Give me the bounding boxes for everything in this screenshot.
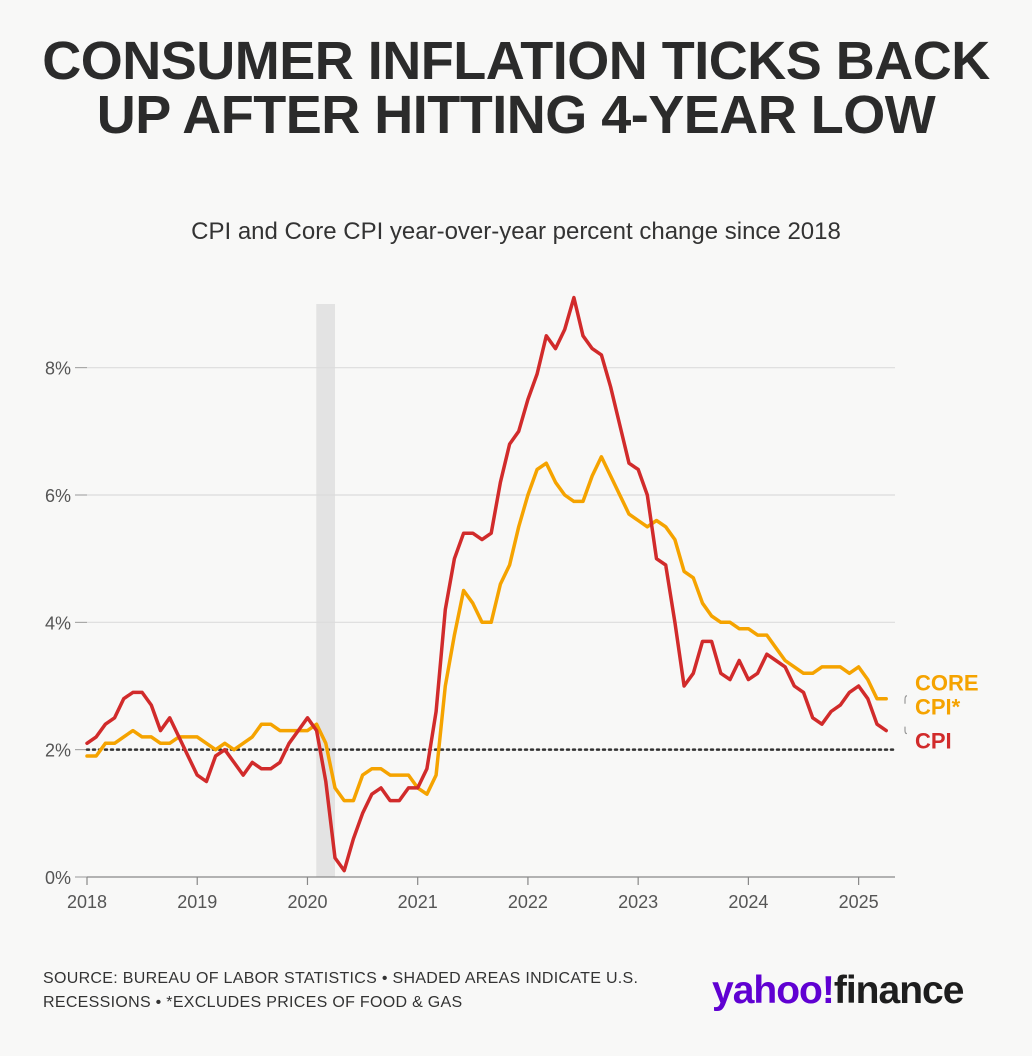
line-chart: 0% 2% 4% 6% 8% 2018 2019 2020 2021 2022 2023 2024 2… bbox=[45, 295, 979, 912]
x-tick-label: 2020 bbox=[287, 892, 327, 912]
chart-title: CONSUMER INFLATION TICKS BACK UP AFTER H… bbox=[42, 31, 990, 145]
logo-finance-text: finance bbox=[833, 969, 965, 1012]
y-tick-label: 2% bbox=[45, 741, 71, 761]
x-tick-label: 2025 bbox=[839, 892, 879, 912]
y-tick-label: 6% bbox=[45, 486, 71, 506]
source-note: SOURCE: BUREAU OF LABOR STATISTICS • SHA… bbox=[43, 970, 639, 1011]
label-leader bbox=[904, 695, 908, 704]
label-leader bbox=[904, 726, 908, 735]
series-line-core-cpi bbox=[85, 455, 888, 803]
logo-yahoo-text: yahoo bbox=[712, 969, 823, 1012]
series-label-line: CPI* bbox=[915, 695, 961, 720]
x-tick-label: 2019 bbox=[177, 892, 217, 912]
y-tick-label: 8% bbox=[45, 359, 71, 379]
y-tick-label: 4% bbox=[45, 613, 71, 633]
logo-exclamation: ! bbox=[821, 969, 835, 1012]
series-label-core-cpi: CORE CPI* bbox=[915, 671, 979, 720]
x-tick-label: 2024 bbox=[728, 892, 768, 912]
series-line-cpi bbox=[85, 295, 888, 873]
x-tick-label: 2021 bbox=[398, 892, 438, 912]
x-tick-label: 2022 bbox=[508, 892, 548, 912]
series-label-cpi: CPI bbox=[915, 729, 952, 754]
yahoo-finance-logo[interactable]: yahoo!finance bbox=[712, 966, 965, 1016]
x-tick-label: 2018 bbox=[67, 892, 107, 912]
chart-subtitle: CPI and Core CPI year-over-year percent … bbox=[191, 218, 841, 245]
x-tick-label: 2023 bbox=[618, 892, 658, 912]
series-label-line: CORE bbox=[915, 671, 979, 696]
y-tick-label: 0% bbox=[45, 868, 71, 888]
